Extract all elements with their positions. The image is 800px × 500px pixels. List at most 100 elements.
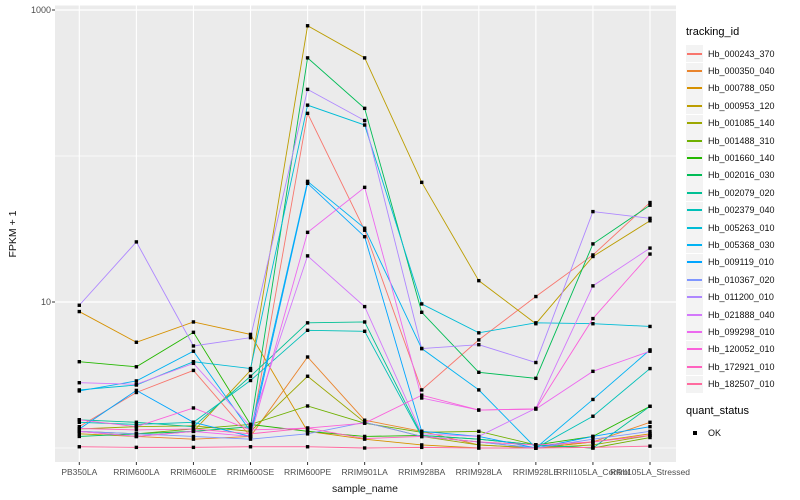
data-point — [77, 360, 81, 364]
x-tick-label-RRIM600LA: RRIM600LA — [113, 467, 160, 477]
data-point — [134, 434, 139, 439]
legend-line-swatch — [687, 243, 702, 246]
legend-key-line-icon — [686, 184, 703, 202]
data-point — [191, 424, 196, 429]
legend-line-swatch — [687, 226, 702, 229]
legend-line-swatch — [687, 174, 702, 177]
y-tick-label: 10 — [40, 297, 51, 307]
legend-key-line-icon — [686, 306, 703, 324]
data-point — [591, 437, 595, 441]
legend-label: Hb_000953_120 — [708, 100, 775, 111]
quant-legend-item: OK — [686, 424, 800, 441]
data-point — [648, 216, 652, 221]
legend-key-line-icon — [686, 97, 703, 115]
data-point — [420, 432, 424, 436]
legend-line-swatch — [687, 261, 702, 264]
data-point — [191, 361, 196, 366]
data-point — [591, 414, 595, 418]
y-axis-tick-labels: 1000 10 — [0, 0, 51, 500]
data-point — [305, 24, 310, 28]
legend-item-Hb_010367_020: Hb_010367_020 — [686, 271, 800, 289]
legend-label: Hb_005263_010 — [708, 222, 775, 233]
data-point — [648, 366, 652, 371]
data-point — [420, 180, 424, 185]
data-point — [648, 219, 652, 223]
x-tick-label-RRIM600SE: RRIM600SE — [226, 467, 275, 477]
data-point — [248, 445, 253, 449]
quant-legend-title: quant_status — [686, 404, 749, 417]
data-point — [191, 330, 196, 335]
data-point — [362, 434, 367, 439]
legend-key-line-icon — [686, 79, 703, 97]
data-point — [534, 294, 538, 299]
legend-item-Hb_001660_140: Hb_001660_140 — [686, 149, 800, 167]
x-tick-label-RRIM928LA: RRIM928LA — [455, 467, 502, 477]
data-point — [477, 338, 481, 342]
data-point — [648, 200, 652, 205]
data-point — [77, 432, 81, 436]
legend-key-line-icon — [686, 340, 703, 358]
legend-item-Hb_002379_040: Hb_002379_040 — [686, 201, 800, 219]
legend-key-line-icon — [686, 288, 703, 306]
data-point — [477, 437, 481, 441]
data-point — [248, 374, 253, 378]
data-point — [362, 418, 367, 422]
data-point — [305, 374, 310, 378]
data-point — [248, 434, 253, 439]
legend-label: Hb_000243_370 — [708, 48, 775, 59]
data-point — [362, 446, 367, 450]
data-point — [648, 444, 652, 448]
data-point — [134, 388, 139, 393]
legend-label: Hb_009119_010 — [708, 257, 774, 268]
data-point — [305, 111, 310, 116]
data-point — [134, 365, 139, 369]
data-point — [362, 185, 367, 190]
x-tick-label-RRIM901LA: RRIM901LA — [341, 467, 388, 477]
data-point — [477, 429, 481, 434]
data-point — [477, 342, 481, 347]
data-point — [420, 429, 424, 434]
data-point — [77, 303, 81, 307]
data-point — [362, 118, 367, 123]
data-point — [248, 432, 253, 436]
data-point — [591, 316, 595, 321]
data-point — [648, 246, 652, 250]
legend-item-Hb_182507_010: Hb_182507_010 — [686, 375, 800, 393]
legend-key-line-icon — [686, 375, 703, 393]
data-point — [77, 434, 81, 439]
data-point — [477, 278, 481, 283]
data-point — [77, 445, 81, 449]
data-point — [248, 424, 253, 429]
quant-key-square-icon — [686, 424, 703, 441]
data-point — [420, 396, 424, 400]
data-point — [191, 445, 196, 450]
data-point — [648, 424, 652, 429]
legend-item-Hb_009119_010: Hb_009119_010 — [686, 253, 800, 271]
data-point — [591, 440, 595, 444]
data-point — [477, 331, 481, 335]
data-point — [77, 418, 81, 422]
x-tick-label-RRIM600PE: RRIM600PE — [283, 467, 332, 477]
data-point — [362, 226, 367, 230]
data-point — [134, 445, 139, 450]
x-tick-label-RRII105LA_Stressed: RRII105LA_Stressed — [610, 467, 690, 477]
data-point — [362, 56, 367, 60]
data-point — [420, 393, 424, 397]
data-point — [648, 349, 652, 353]
legend-label: Hb_182507_010 — [708, 379, 775, 390]
data-point — [77, 426, 81, 431]
data-point — [305, 254, 310, 258]
legend-item-Hb_000350_040: Hb_000350_040 — [686, 62, 800, 80]
data-point — [191, 420, 196, 424]
legend-label: Hb_011200_010 — [708, 292, 774, 303]
data-point — [191, 437, 196, 441]
data-point — [305, 429, 310, 434]
legend-key-line-icon — [686, 236, 703, 254]
data-point — [305, 181, 310, 186]
data-point — [362, 320, 367, 324]
legend-line-swatch — [687, 87, 702, 90]
data-point — [77, 429, 81, 434]
data-point — [191, 406, 196, 410]
